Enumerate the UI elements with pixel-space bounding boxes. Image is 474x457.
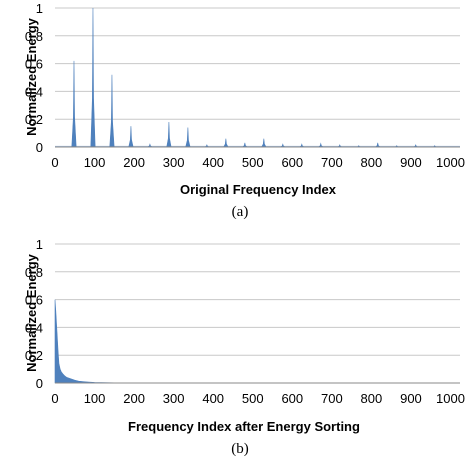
x-tick-label: 100 — [84, 155, 106, 170]
x-tick-label: 800 — [361, 155, 383, 170]
x-tick-label: 900 — [400, 155, 422, 170]
y-tick-label: 1 — [36, 1, 43, 16]
panel-b: 0 0.2 0.4 0.6 0.8 1 0 100 200 300 400 500 600 700 800… — [24, 237, 465, 457]
y-tick-label: 0.2 — [25, 348, 43, 363]
x-tick-label: 700 — [321, 391, 343, 406]
caption-b: (b) — [231, 441, 249, 457]
sorted-energy-area — [54, 299, 135, 384]
caption-a: (a) — [232, 204, 249, 220]
x-tick-label: 600 — [281, 155, 303, 170]
x-tick-label: 0 — [51, 391, 58, 406]
y-ticks-b: 0 0.2 0.4 0.6 0.8 1 — [25, 237, 43, 391]
spectrum-peak — [223, 138, 229, 148]
spectrum-peak — [317, 142, 324, 148]
y-axis-title-b: Normalized Energy — [24, 253, 39, 372]
x-axis-title-a: Original Frequency Index — [180, 182, 337, 197]
x-tick-label: 1000 — [436, 155, 465, 170]
spectrum-peak — [90, 7, 96, 148]
grid-a — [55, 7, 460, 120]
panel-a: 0 0.2 0.4 0.6 0.8 1 0 100 200 300 400 500 600 700 800… — [24, 1, 465, 220]
x-tick-label: 600 — [281, 391, 303, 406]
y-tick-label: 0 — [36, 376, 43, 391]
spectrum-peak — [128, 126, 134, 148]
x-ticks-b: 0 100 200 300 400 500 600 700 800 900 1000 — [51, 391, 465, 406]
y-axis-title-a: Normalized Energy — [24, 17, 39, 136]
spectrum-peak — [374, 142, 381, 148]
series-a — [55, 7, 460, 148]
y-tick-label: 1 — [36, 237, 43, 252]
x-tick-label: 0 — [51, 155, 58, 170]
x-axis-title-b: Frequency Index after Energy Sorting — [128, 419, 360, 434]
spectrum-peak — [185, 127, 191, 148]
x-tick-label: 700 — [321, 155, 343, 170]
x-tick-label: 1000 — [436, 391, 465, 406]
y-tick-label: 0.8 — [25, 29, 43, 44]
x-tick-label: 500 — [242, 391, 264, 406]
spectrum-peak — [241, 142, 248, 148]
spectrum-peak — [166, 121, 172, 148]
x-tick-label: 500 — [242, 155, 264, 170]
y-tick-label: 0.6 — [25, 57, 43, 72]
y-tick-label: 0.6 — [25, 293, 43, 308]
spectrum-peak — [109, 74, 115, 148]
x-tick-label: 200 — [123, 155, 145, 170]
grid-b — [55, 243, 460, 356]
spectrum-peak — [261, 138, 267, 148]
spectrum-peak — [71, 60, 77, 148]
x-tick-label: 400 — [202, 155, 224, 170]
y-tick-label: 0.4 — [25, 84, 43, 99]
x-tick-label: 400 — [202, 391, 224, 406]
x-tick-label: 800 — [361, 391, 383, 406]
y-tick-label: 0 — [36, 140, 43, 155]
x-tick-label: 300 — [163, 155, 185, 170]
x-ticks-a: 0 100 200 300 400 500 600 700 800 900 1000 — [51, 155, 465, 170]
y-tick-label: 0.4 — [25, 320, 43, 335]
series-b — [54, 299, 135, 384]
x-tick-label: 200 — [123, 391, 145, 406]
x-tick-label: 900 — [400, 391, 422, 406]
x-tick-label: 300 — [163, 391, 185, 406]
y-ticks-a: 0 0.2 0.4 0.6 0.8 1 — [25, 1, 43, 155]
y-tick-label: 0.2 — [25, 112, 43, 127]
x-tick-label: 100 — [84, 391, 106, 406]
y-tick-label: 0.8 — [25, 265, 43, 280]
